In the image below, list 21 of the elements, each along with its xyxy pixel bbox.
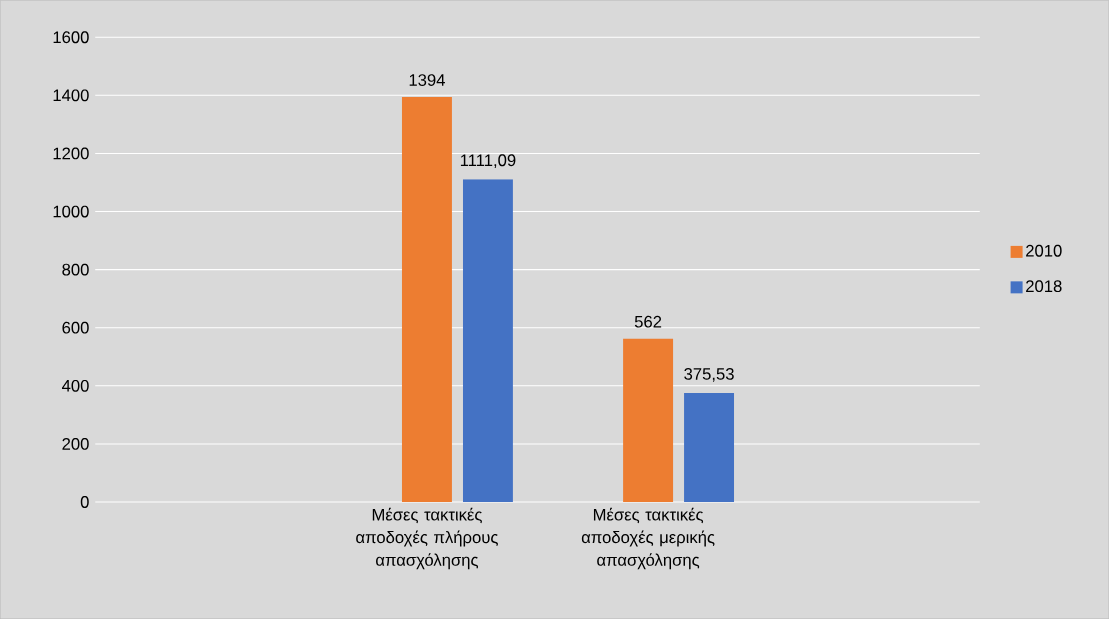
data-label: 562 — [634, 315, 662, 328]
bar — [401, 96, 452, 502]
x-tick-label: Μέσες τακτικές αποδοχές πλήρους απασχόλησης — [356, 507, 498, 570]
y-tick-label: 1000 — [53, 205, 89, 218]
y-tick-label: 800 — [62, 263, 89, 276]
bar — [684, 392, 735, 502]
data-label: 1394 — [409, 74, 445, 86]
y-tick-label: 1600 — [53, 31, 89, 44]
y-tick-label: 400 — [61, 379, 89, 392]
y-tick-label: 600 — [62, 321, 89, 334]
y-tick-label: 200 — [62, 437, 89, 450]
data-label: 375,53 — [684, 367, 734, 382]
y-tick-label: 0 — [80, 496, 89, 508]
data-label: 1111,09 — [460, 154, 516, 168]
legend-label: 2010 — [1026, 244, 1062, 257]
y-tick-label: 1400 — [53, 89, 89, 102]
legend-label: 2018 — [1026, 280, 1062, 292]
y-tick-label: 1200 — [53, 147, 89, 160]
bar — [462, 179, 513, 502]
x-tick-label: Μέσες τακτικές αποδοχές μερικής απασχόλησης — [581, 507, 715, 570]
bar — [623, 338, 674, 502]
